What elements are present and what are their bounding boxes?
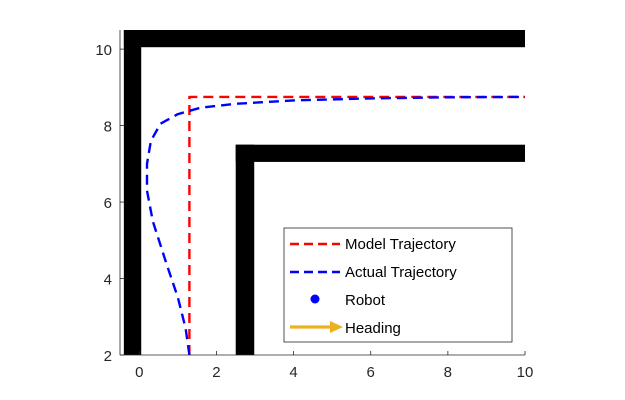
x-tick-label: 4	[289, 364, 297, 381]
legend-label-model-trajectory: Model Trajectory	[345, 236, 456, 253]
axes-layer	[119, 30, 525, 356]
legend-swatch-heading-arrow-icon	[290, 321, 343, 333]
x-tick-label: 6	[367, 364, 375, 381]
legend: Model Trajectory Actual Trajectory Robot…	[283, 227, 513, 343]
x-tick-label: 10	[517, 364, 534, 381]
legend-swatch-robot	[310, 294, 320, 304]
walls-layer	[123, 30, 525, 355]
legend-box	[283, 227, 513, 343]
y-tick-label: 2	[104, 348, 112, 365]
outer-wall-vertical	[123, 30, 142, 355]
x-tick-label: 0	[135, 364, 143, 381]
inner-wall-horizontal	[235, 144, 525, 162]
ticks-layer: 0 2 4 6 8 10 2 4 6 8 10	[95, 42, 533, 381]
legend-label-heading: Heading	[345, 320, 401, 337]
x-tick-label: 8	[444, 364, 452, 381]
legend-label-actual-trajectory: Actual Trajectory	[345, 264, 457, 281]
y-tick-label: 8	[104, 119, 112, 136]
series-line-actual-trajectory	[145, 95, 525, 355]
legend-label-robot: Robot	[345, 292, 386, 309]
y-tick-label: 6	[104, 195, 112, 212]
y-tick-label: 10	[95, 42, 112, 59]
inner-wall-vertical	[235, 144, 255, 355]
y-tick-label: 4	[104, 272, 112, 289]
x-tick-label: 2	[212, 364, 220, 381]
series-layer	[145, 95, 525, 355]
outer-wall-horizontal	[123, 30, 525, 48]
